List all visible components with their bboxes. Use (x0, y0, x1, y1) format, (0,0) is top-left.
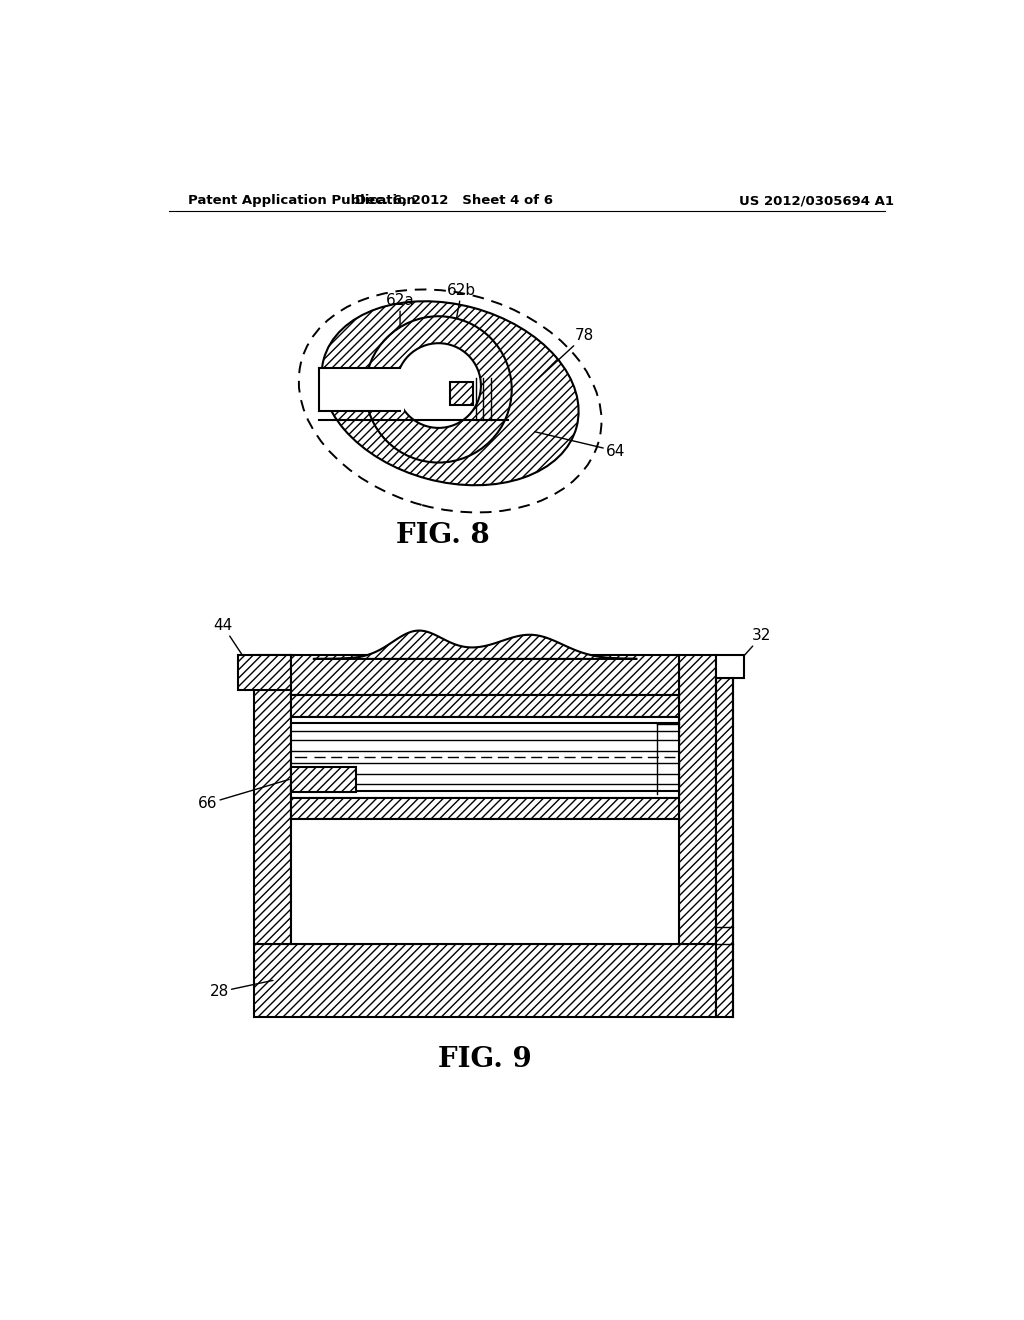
Bar (239, 655, 291, 689)
Bar (319, 368, 403, 411)
Bar (291, 696, 679, 717)
Text: FIG. 9: FIG. 9 (438, 1045, 531, 1073)
Bar (291, 797, 679, 818)
Bar (254, 655, 291, 944)
Ellipse shape (322, 301, 579, 486)
Bar (291, 655, 679, 696)
Bar (291, 717, 679, 797)
Bar (716, 655, 744, 678)
Polygon shape (313, 631, 637, 659)
Text: 44: 44 (213, 618, 246, 661)
Text: US 2012/0305694 A1: US 2012/0305694 A1 (739, 194, 894, 207)
Bar (451, 381, 473, 405)
Bar (716, 678, 733, 1016)
Text: 28: 28 (210, 981, 273, 999)
Text: 78: 78 (535, 327, 595, 381)
Circle shape (396, 343, 481, 428)
Bar (679, 655, 716, 944)
Bar (254, 655, 291, 944)
Bar (291, 767, 356, 792)
Bar (679, 655, 716, 944)
Bar (716, 678, 733, 1016)
Text: 32: 32 (734, 628, 772, 667)
Text: 64: 64 (535, 432, 626, 458)
Text: 66: 66 (308, 719, 328, 766)
Bar (451, 381, 473, 405)
Bar (254, 944, 716, 1016)
Bar (239, 655, 291, 689)
Bar (291, 655, 679, 696)
Bar (254, 944, 716, 1016)
Circle shape (366, 317, 512, 462)
Bar (291, 797, 679, 818)
Bar (291, 696, 679, 717)
Text: 66: 66 (198, 779, 289, 812)
Text: 62a: 62a (386, 293, 415, 335)
Text: FIG. 8: FIG. 8 (395, 523, 489, 549)
Text: Patent Application Publication: Patent Application Publication (188, 194, 416, 207)
Text: 62b: 62b (447, 284, 476, 331)
Bar (291, 818, 679, 944)
Bar (291, 767, 356, 792)
Text: Dec. 6, 2012   Sheet 4 of 6: Dec. 6, 2012 Sheet 4 of 6 (355, 194, 553, 207)
